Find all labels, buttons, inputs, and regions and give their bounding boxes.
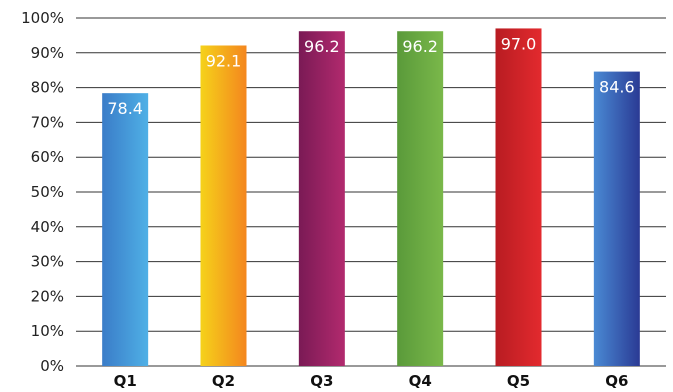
x-tick-label: Q2 bbox=[212, 372, 235, 390]
bars bbox=[102, 28, 640, 366]
y-tick-label: 50% bbox=[31, 183, 64, 201]
x-tick-label: Q4 bbox=[409, 372, 432, 390]
x-tick-label: Q5 bbox=[507, 372, 530, 390]
data-label: 92.1 bbox=[206, 51, 242, 70]
bar-q5 bbox=[495, 28, 542, 366]
y-axis-ticks: 0% 10% 20% 30% 40% 50% 60% 70% 80% 90% 100% bbox=[21, 9, 64, 375]
y-tick-label: 0% bbox=[40, 357, 64, 375]
y-tick-label: 30% bbox=[31, 253, 64, 271]
y-tick-label: 40% bbox=[31, 218, 64, 236]
data-label: 96.2 bbox=[402, 37, 438, 56]
y-tick-label: 70% bbox=[31, 113, 64, 131]
y-tick-label: 90% bbox=[31, 44, 64, 62]
x-tick-label: Q6 bbox=[605, 372, 628, 390]
y-tick-label: 60% bbox=[31, 148, 64, 166]
data-labels: 78.4 92.1 96.2 96.2 97.0 84.6 bbox=[107, 34, 634, 118]
data-label: 96.2 bbox=[304, 37, 340, 56]
x-axis-ticks: Q1 Q2 Q3 Q4 Q5 Q6 bbox=[114, 372, 629, 390]
x-tick-label: Q3 bbox=[310, 372, 333, 390]
data-label: 97.0 bbox=[501, 34, 537, 53]
bar-q4 bbox=[397, 31, 444, 366]
data-label: 84.6 bbox=[599, 78, 635, 97]
y-tick-label: 100% bbox=[21, 9, 64, 27]
bar-q6 bbox=[593, 71, 640, 366]
bar-q3 bbox=[298, 31, 345, 366]
bar-q2 bbox=[200, 45, 247, 366]
y-tick-label: 10% bbox=[31, 322, 64, 340]
bar-q1 bbox=[102, 93, 149, 366]
y-tick-label: 20% bbox=[31, 287, 64, 305]
gridlines bbox=[76, 17, 666, 367]
y-tick-label: 80% bbox=[31, 79, 64, 97]
x-tick-label: Q1 bbox=[114, 372, 137, 390]
data-label: 78.4 bbox=[107, 99, 143, 118]
